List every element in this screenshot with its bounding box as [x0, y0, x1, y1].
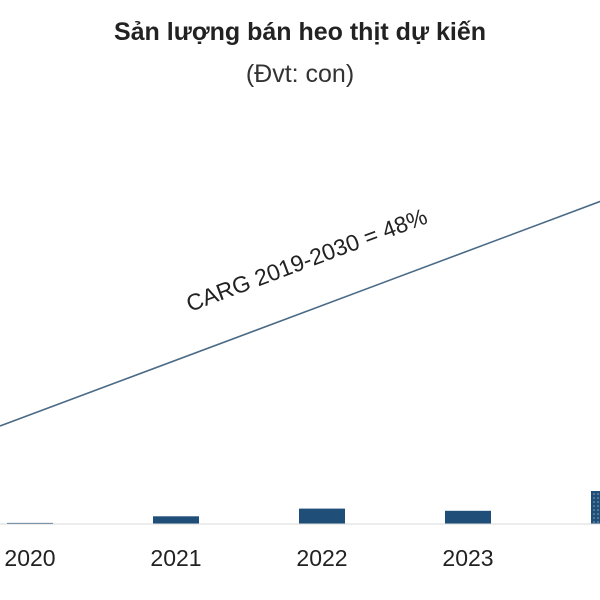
x-tick-label-2020: 2020 — [4, 545, 55, 571]
chart-subtitle: (Đvt: con) — [245, 60, 355, 88]
bar-pattern-2024 — [591, 491, 600, 524]
bar-2023 — [445, 510, 491, 524]
x-tick-label-2023: 2023 — [442, 545, 493, 571]
trend-line — [0, 200, 600, 427]
bar-2021 — [153, 516, 199, 524]
x-tick-label-2022: 2022 — [296, 545, 347, 571]
bar-2022 — [299, 508, 345, 524]
cagr-annotation: CARG 2019-2030 = 48% — [183, 203, 431, 317]
bar-2020 — [7, 522, 53, 524]
x-tick-label-2021: 2021 — [150, 545, 201, 571]
chart-title: Sản lượng bán heo thịt dự kiến — [113, 18, 487, 46]
